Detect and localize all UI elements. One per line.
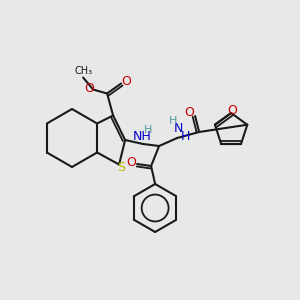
Text: O: O: [84, 82, 94, 95]
Text: H: H: [180, 130, 190, 142]
Text: O: O: [121, 75, 131, 88]
Text: O: O: [184, 106, 194, 118]
Text: O: O: [126, 157, 136, 169]
Text: H: H: [169, 116, 177, 126]
Text: O: O: [227, 104, 237, 118]
Text: N: N: [173, 122, 183, 136]
Text: S: S: [117, 161, 125, 174]
Text: CH₃: CH₃: [74, 65, 92, 76]
Text: NH: NH: [133, 130, 152, 143]
Text: H: H: [144, 125, 152, 135]
